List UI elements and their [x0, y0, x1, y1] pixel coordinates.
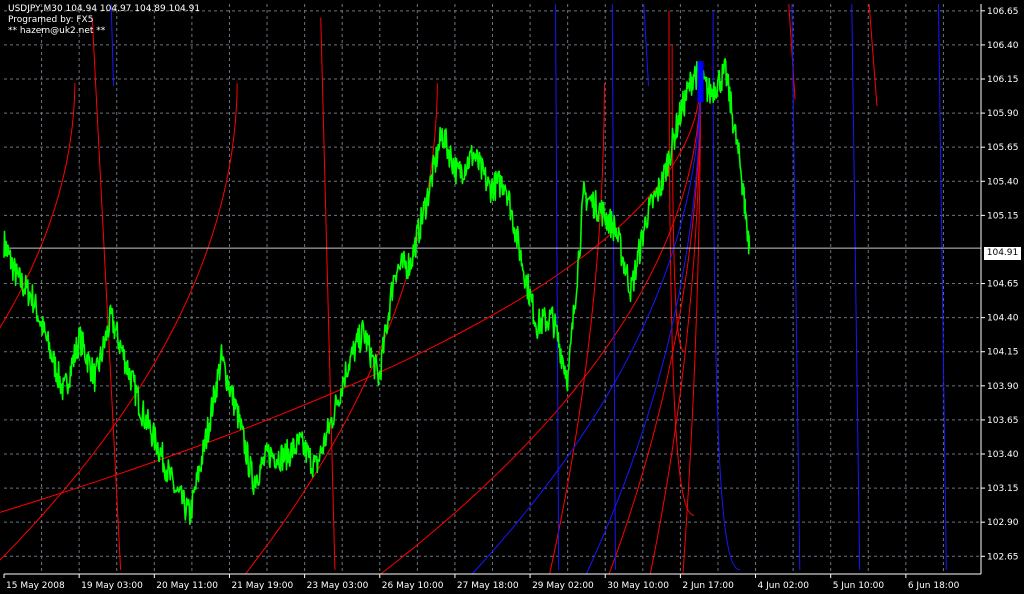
- y-tick-label: 105.90: [987, 109, 1019, 119]
- y-tick-label: 103.90: [987, 382, 1019, 392]
- blue-line: [110, 3, 115, 86]
- x-tick-label: 6 Jun 18:00: [908, 581, 960, 591]
- y-tick-label: 105.15: [987, 211, 1019, 221]
- y-tick-label: 102.65: [987, 552, 1019, 562]
- blue-curves: [110, 3, 947, 575]
- x-tick-label: 4 Jun 02:00: [758, 581, 810, 591]
- red-curve: [245, 83, 438, 575]
- x-tick-label: 27 May 18:00: [457, 581, 519, 591]
- y-tick-label: 103.15: [987, 484, 1019, 494]
- y-tick-label: 102.90: [987, 518, 1019, 528]
- y-tick-label: 104.40: [987, 314, 1019, 324]
- blue-curve: [585, 83, 701, 575]
- grid: [4, 4, 981, 574]
- y-tick-label: 106.40: [987, 41, 1019, 51]
- x-tick-label: 29 May 02:00: [532, 581, 594, 591]
- red-line: [868, 3, 878, 107]
- blue-line: [791, 3, 801, 570]
- blue-line: [643, 3, 650, 86]
- x-tick-label: 23 May 03:00: [307, 581, 369, 591]
- red-curve: [380, 83, 701, 575]
- axes: [4, 4, 982, 575]
- x-tick-label: 30 May 10:00: [607, 581, 669, 591]
- y-tick-label: 103.40: [987, 450, 1019, 460]
- red-curve: [0, 83, 76, 329]
- price-line: [3, 57, 751, 526]
- red-curve: [0, 83, 701, 513]
- red-line: [91, 17, 122, 570]
- blue-marker: [697, 61, 704, 103]
- contact-email: ** hazem@uk2.net **: [8, 26, 106, 36]
- y-axis-labels: 106.65 106.40 106.15 105.90 105.65 105.40 105.…: [981, 7, 1019, 562]
- price-series: [3, 57, 751, 526]
- y-tick-label: 105.40: [987, 177, 1019, 187]
- red-curve: [549, 83, 605, 575]
- y-tick-label: 103.65: [987, 416, 1019, 426]
- programmer-credit: Programed by: FX5: [8, 15, 94, 25]
- x-tick-label: 19 May 03:00: [81, 581, 143, 591]
- blue-hook: [712, 10, 740, 571]
- current-price-tag: 104.91: [984, 247, 1021, 260]
- blue-line: [937, 3, 947, 570]
- red-curve: [608, 83, 701, 575]
- x-tick-label: 2 Jun 17:00: [682, 581, 734, 591]
- blue-marker-bar: [697, 61, 704, 103]
- blue-curve: [471, 83, 701, 575]
- x-tick-label: 5 Jun 10:00: [833, 581, 885, 591]
- x-tick-label: 21 May 19:00: [231, 581, 293, 591]
- y-tick-label: 104.15: [987, 348, 1019, 358]
- blue-line: [555, 3, 560, 570]
- blue-line: [611, 3, 616, 570]
- red-curve: [649, 83, 701, 575]
- y-tick-label: 104.65: [987, 280, 1019, 290]
- y-tick-label: 106.65: [987, 7, 1019, 17]
- blue-line: [851, 3, 861, 570]
- x-tick-label: 26 May 10:00: [382, 581, 444, 591]
- y-tick-label: 106.15: [987, 75, 1019, 85]
- x-tick-label: 20 May 11:00: [156, 581, 218, 591]
- symbol-header: USDJPY,M30 104.94 104.97 104.89 104.91: [8, 4, 201, 14]
- red-curve: [682, 83, 701, 575]
- red-curve: [0, 83, 238, 561]
- red-line: [320, 17, 336, 570]
- x-tick-label: 15 May 2008: [6, 581, 65, 591]
- red-line: [788, 3, 796, 100]
- y-tick-label: 105.65: [987, 143, 1019, 153]
- x-axis-labels: 15 May 2008 19 May 03:00 20 May 11:00 21 Ma…: [3, 574, 960, 591]
